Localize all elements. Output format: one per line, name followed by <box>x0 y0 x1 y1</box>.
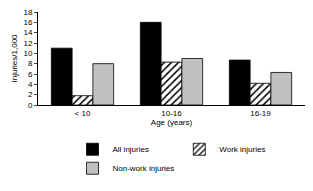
svg-text:4: 4 <box>28 80 33 89</box>
svg-text:16: 16 <box>23 18 32 27</box>
svg-text:16-19: 16-19 <box>250 109 271 118</box>
svg-text:2: 2 <box>28 90 33 99</box>
svg-text:10: 10 <box>23 49 32 58</box>
svg-text:Non-work injuries: Non-work injuries <box>113 164 175 173</box>
svg-text:14: 14 <box>23 28 32 37</box>
svg-text:0: 0 <box>28 101 33 110</box>
svg-text:< 10: < 10 <box>75 109 91 118</box>
svg-text:18: 18 <box>23 8 32 17</box>
svg-text:8: 8 <box>28 59 33 68</box>
svg-text:12: 12 <box>23 39 32 48</box>
svg-text:All injuries: All injuries <box>113 145 149 154</box>
svg-text:Work injuries: Work injuries <box>219 145 265 154</box>
svg-text:Age (years): Age (years) <box>151 118 193 127</box>
svg-text:6: 6 <box>28 70 33 79</box>
svg-text:10-16: 10-16 <box>161 109 182 118</box>
svg-text:Injuries/1,000: Injuries/1,000 <box>10 34 19 83</box>
